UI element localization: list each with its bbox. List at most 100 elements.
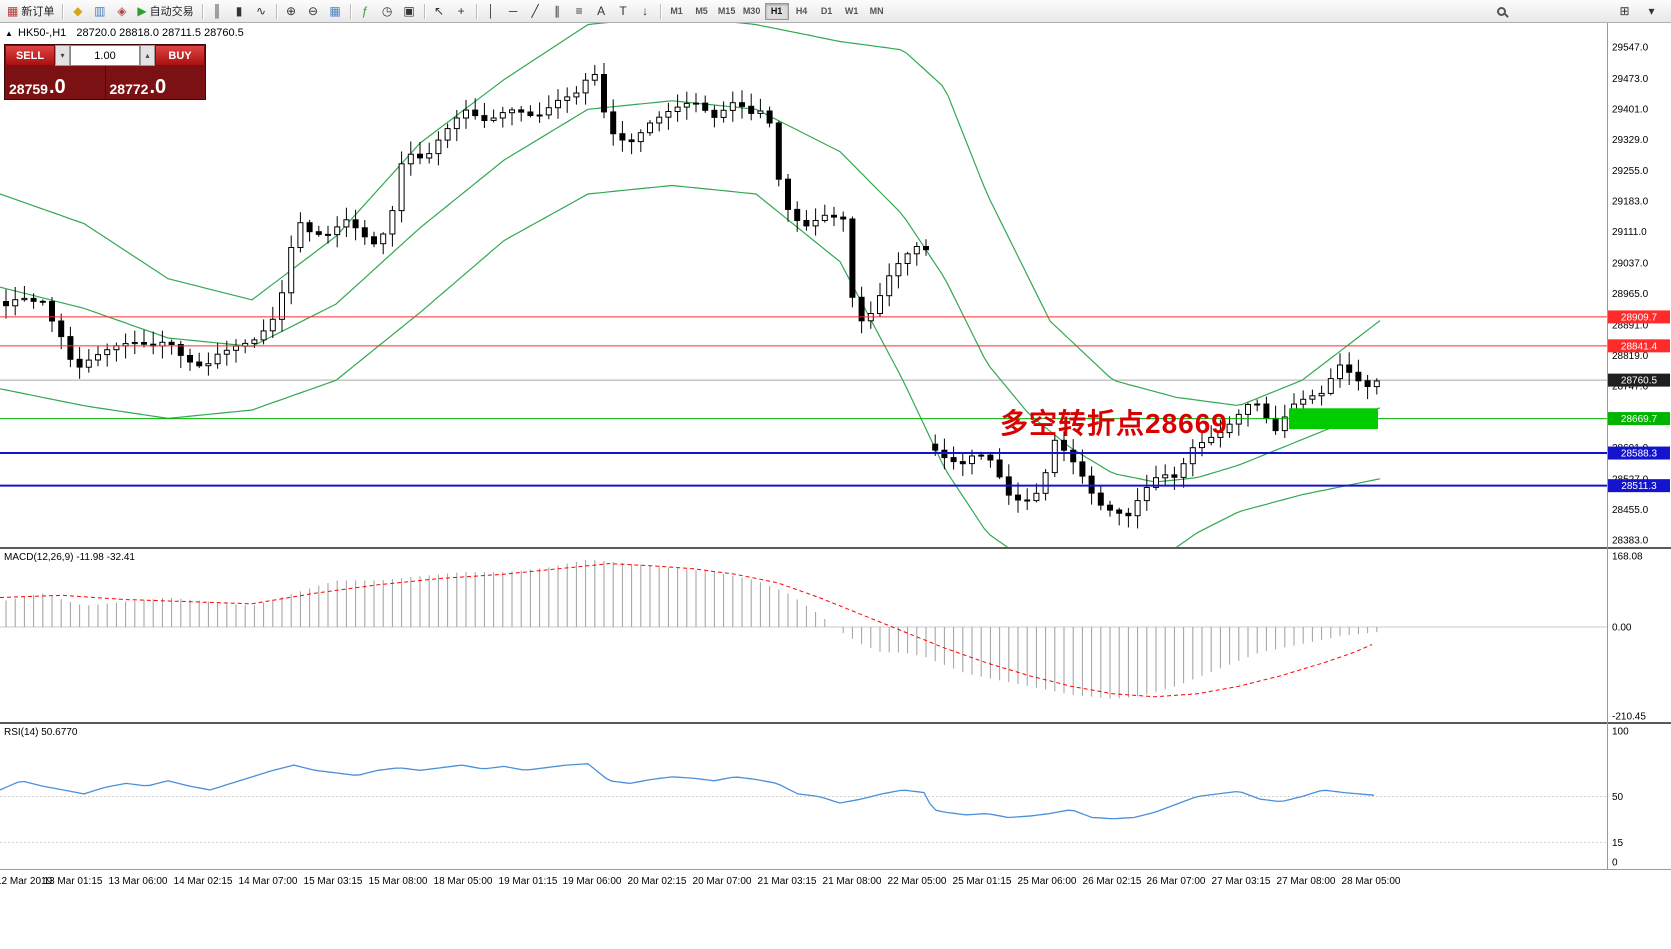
svg-text:-210.45: -210.45	[1612, 712, 1646, 723]
zoom-out-icon: ⊖	[308, 4, 319, 18]
navigator-icon: ◈	[117, 4, 127, 18]
line-chart-icon: ∿	[256, 4, 267, 18]
sell-options-button[interactable]: ▾	[55, 45, 70, 66]
timeframe-h1-button[interactable]: H1	[764, 2, 789, 20]
new-chart-icon: ⊞	[1619, 4, 1630, 18]
zoom-out-button[interactable]: ⊖	[303, 2, 324, 21]
timeframe-group: M1 M5 M15 M30 H1 H4 D1 W1 MN	[665, 2, 889, 20]
line-chart-type-button[interactable]: ∿	[251, 2, 272, 21]
svg-text:29111.0: 29111.0	[1612, 227, 1647, 238]
bar-chart-type-button[interactable]: ║	[207, 2, 228, 21]
candlestick-chart-icon: ▮	[235, 4, 243, 18]
timeframe-m30-button[interactable]: M30	[742, 6, 761, 16]
autotrading-label: 自动交易	[149, 6, 194, 18]
volume-input[interactable]	[70, 45, 140, 66]
buy-price-main: 28772	[109, 81, 149, 97]
vertical-line-button[interactable]: │	[481, 2, 502, 21]
trade-prices-row: 28759 .0 28772 .0	[5, 66, 205, 99]
macd-label: MACD(12,26,9) -11.98 -32.41	[4, 552, 135, 563]
zoom-in-button[interactable]: ⊕	[281, 2, 302, 21]
svg-text:19 Mar 01:15: 19 Mar 01:15	[499, 876, 558, 887]
profiles-icon: ◆	[73, 4, 83, 18]
periods-button[interactable]: ◷	[377, 2, 398, 21]
tile-windows-button[interactable]: ▦	[325, 2, 346, 21]
fibonacci-button[interactable]: ≡	[569, 2, 590, 21]
sell-price[interactable]: 28759 .0	[5, 66, 105, 99]
timeframe-w1-button[interactable]: W1	[844, 6, 859, 16]
new-chart-button[interactable]: ⊞	[1614, 2, 1635, 21]
indicators-icon: ƒ	[361, 4, 369, 18]
svg-text:25 Mar 01:15: 25 Mar 01:15	[953, 876, 1012, 887]
svg-text:20 Mar 07:00: 20 Mar 07:00	[693, 876, 752, 887]
svg-text:0.00: 0.00	[1612, 623, 1632, 634]
cursor-button[interactable]: ↖	[429, 2, 450, 21]
horizontal-line-icon: ─	[508, 4, 518, 18]
svg-text:15 Mar 08:00: 15 Mar 08:00	[369, 876, 428, 887]
svg-text:100: 100	[1612, 727, 1629, 738]
timeframe-m1-button[interactable]: M1	[670, 6, 683, 16]
svg-text:22 Mar 05:00: 22 Mar 05:00	[888, 876, 947, 887]
svg-text:28760.5: 28760.5	[1621, 376, 1658, 387]
indicators-button[interactable]: ƒ	[355, 2, 376, 21]
svg-text:21 Mar 03:15: 21 Mar 03:15	[758, 876, 817, 887]
trade-panel-collapse-icon[interactable]: ▲	[5, 29, 13, 38]
trendline-button[interactable]: ╱	[525, 2, 546, 21]
timeframe-h4-button[interactable]: H4	[795, 6, 808, 16]
new-order-label: 新订单	[21, 6, 55, 18]
templates-icon: ▣	[403, 4, 415, 18]
svg-text:28891.0: 28891.0	[1612, 320, 1649, 331]
svg-text:15 Mar 03:15: 15 Mar 03:15	[304, 876, 363, 887]
svg-text:28819.0: 28819.0	[1612, 351, 1649, 362]
equidistant-channel-button[interactable]: ∥	[547, 2, 568, 21]
search-button[interactable]	[1491, 2, 1512, 21]
trade-controls-row: SELL ▾ ▴ BUY	[5, 45, 205, 66]
buy-button[interactable]: BUY	[155, 45, 205, 66]
timeframe-m5-button[interactable]: M5	[695, 6, 708, 16]
toolbar-separator	[659, 3, 661, 19]
sell-price-main: 28759	[9, 81, 48, 97]
crosshair-button[interactable]: +	[451, 2, 472, 21]
text-button[interactable]: A	[591, 2, 612, 21]
volume-step-button[interactable]: ▴	[140, 45, 155, 66]
svg-text:29037.0: 29037.0	[1612, 259, 1649, 270]
arrow-icon: ↓	[642, 4, 649, 18]
horizontal-line-button[interactable]: ─	[503, 2, 524, 21]
buy-price[interactable]: 28772 .0	[104, 66, 206, 99]
crosshair-icon: +	[457, 4, 465, 18]
timeframe-d1-button[interactable]: D1	[820, 6, 833, 16]
chart-list-button[interactable]: ▾	[1641, 2, 1662, 21]
arrow-button[interactable]: ↓	[635, 2, 656, 21]
tile-windows-icon: ▦	[329, 4, 341, 18]
svg-text:26 Mar 02:15: 26 Mar 02:15	[1083, 876, 1142, 887]
svg-text:13 Mar 01:15: 13 Mar 01:15	[44, 876, 103, 887]
toolbar-separator	[201, 3, 203, 19]
svg-text:28909.7: 28909.7	[1621, 312, 1658, 323]
toolbar-separator	[275, 3, 277, 19]
chart-list-icon: ▾	[1648, 4, 1655, 18]
toolbar-separator	[475, 3, 477, 19]
svg-text:28 Mar 05:00: 28 Mar 05:00	[1342, 876, 1401, 887]
sell-button[interactable]: SELL	[5, 45, 55, 66]
navigator-button[interactable]: ◈	[111, 2, 132, 21]
svg-text:29255.0: 29255.0	[1612, 166, 1649, 177]
autotrading-button[interactable]: ▶ 自动交易	[133, 2, 197, 21]
profiles-button[interactable]: ◆	[67, 2, 88, 21]
one-click-trading-panel: SELL ▾ ▴ BUY 28759 .0 28772 .0	[4, 44, 206, 100]
svg-text:18 Mar 05:00: 18 Mar 05:00	[434, 876, 493, 887]
text-icon: A	[597, 4, 606, 18]
market-watch-button[interactable]: ▥	[89, 2, 110, 21]
svg-text:29547.0: 29547.0	[1612, 43, 1649, 54]
drawing-tools-group: │ ─ ╱ ∥ ≡ A T ↓	[481, 2, 656, 21]
timeframe-mn-button[interactable]: MN	[869, 6, 884, 16]
text-label-button[interactable]: T	[613, 2, 634, 21]
svg-text:19 Mar 06:00: 19 Mar 06:00	[563, 876, 622, 887]
equidistant-channel-icon: ∥	[554, 4, 561, 18]
new-order-button[interactable]: ▦ 新订单	[3, 2, 58, 21]
toolbar-separator	[349, 3, 351, 19]
templates-button[interactable]: ▣	[399, 2, 420, 21]
svg-text:29401.0: 29401.0	[1612, 104, 1649, 115]
timeframe-m15-button[interactable]: M15	[717, 6, 736, 16]
candlestick-chart-type-button[interactable]: ▮	[229, 2, 250, 21]
autotrading-icon: ▶	[137, 4, 147, 18]
